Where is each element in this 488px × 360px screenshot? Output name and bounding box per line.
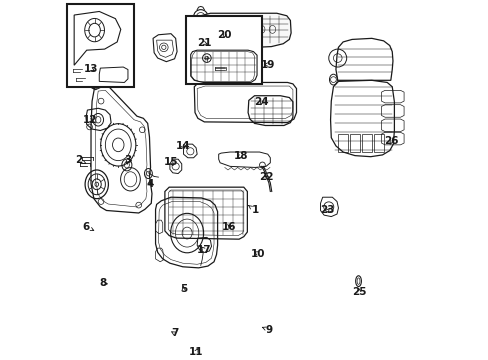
Text: 21: 21 <box>197 38 211 48</box>
Text: 13: 13 <box>83 64 98 74</box>
Text: 12: 12 <box>82 115 97 125</box>
Text: 1: 1 <box>248 206 258 216</box>
Text: 25: 25 <box>351 287 366 297</box>
Text: 7: 7 <box>170 328 178 338</box>
Text: 15: 15 <box>163 157 178 167</box>
Text: 18: 18 <box>233 150 247 161</box>
Text: 17: 17 <box>197 245 211 255</box>
Bar <box>186 17 261 84</box>
Text: 22: 22 <box>259 172 273 182</box>
Polygon shape <box>201 13 290 47</box>
Text: 19: 19 <box>260 59 274 69</box>
Text: 26: 26 <box>384 136 398 146</box>
Text: 8: 8 <box>99 278 107 288</box>
Text: 5: 5 <box>180 284 187 294</box>
Text: 9: 9 <box>262 325 272 335</box>
Text: 11: 11 <box>188 347 203 357</box>
Text: 10: 10 <box>250 248 265 258</box>
Text: 3: 3 <box>124 155 131 165</box>
Text: 23: 23 <box>320 206 334 216</box>
Text: 14: 14 <box>175 141 190 151</box>
Bar <box>67 4 134 87</box>
Text: 6: 6 <box>82 222 94 231</box>
Text: 24: 24 <box>254 97 268 107</box>
Text: 2: 2 <box>75 155 86 165</box>
Text: 4: 4 <box>146 179 154 189</box>
Text: 16: 16 <box>222 222 236 231</box>
Text: 20: 20 <box>217 30 231 40</box>
